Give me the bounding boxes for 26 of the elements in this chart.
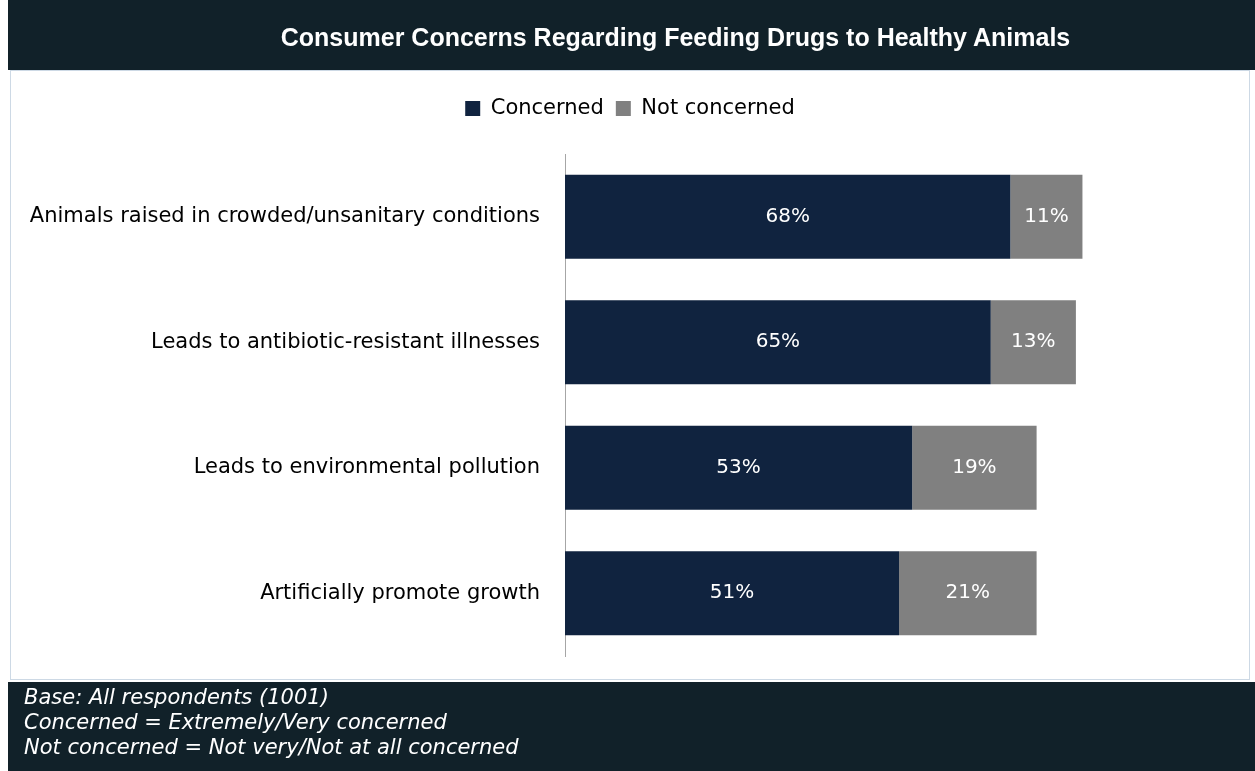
legend-label: Not concerned — [641, 94, 795, 119]
data-label: 53% — [716, 453, 761, 478]
text: Base: All respondents (1001) — [24, 685, 330, 710]
y-tick-label: Leads to antibiotic-resistant illnesses — [151, 328, 540, 353]
bar — [1010, 174, 1083, 259]
legend-label: Concerned — [490, 94, 604, 119]
bar — [899, 551, 1037, 636]
y-tick-label: Artificially promote growth — [260, 579, 540, 604]
data-label: 68% — [765, 202, 810, 227]
data-label: 21% — [945, 579, 991, 604]
bar — [565, 300, 991, 385]
bar — [912, 425, 1037, 510]
bar — [565, 551, 900, 636]
bar — [565, 425, 913, 510]
data-label: 19% — [952, 453, 997, 478]
data-label: 65% — [755, 328, 801, 353]
bar — [990, 300, 1076, 385]
text: Concerned = Extremely/Very concerned — [24, 710, 448, 735]
bar — [565, 174, 1011, 259]
y-tick-label: Leads to environmental pollution — [193, 454, 540, 479]
text: Not concerned = Not very/Not at all concerned — [24, 735, 520, 760]
data-label: 51% — [709, 579, 755, 604]
y-tick-label: Animals raised in crowded/unsanitary conditions — [29, 203, 540, 228]
data-label: 11% — [1024, 202, 1069, 227]
data-label: 13% — [1011, 328, 1056, 353]
chart-title: Consumer Concerns Regarding Feeding Drugs to Healthy Animals — [280, 22, 1071, 52]
